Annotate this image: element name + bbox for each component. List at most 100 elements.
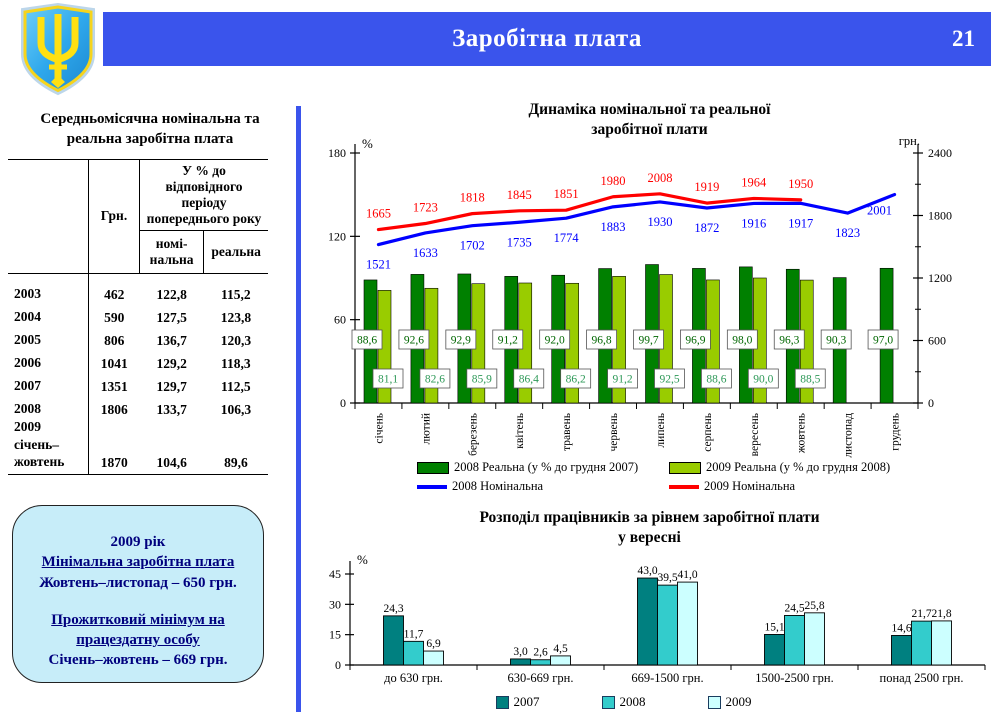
svg-text:травень: травень (561, 413, 573, 451)
svg-text:96,9: 96,9 (685, 335, 705, 347)
svg-text:2001: 2001 (867, 204, 892, 218)
svg-text:грн.: грн. (899, 136, 920, 148)
column-header-real: реальна (203, 230, 268, 274)
svg-text:1665: 1665 (366, 207, 391, 221)
legend-swatch-2009 (707, 695, 721, 709)
svg-text:1702: 1702 (460, 239, 485, 253)
svg-text:1823: 1823 (835, 226, 860, 240)
svg-text:3,0: 3,0 (513, 646, 528, 658)
info-line-subsistence-value: Січень–жовтень – 669 грн. (48, 652, 228, 669)
svg-text:1964: 1964 (741, 175, 767, 189)
legend-item-2008: 2008 (601, 694, 646, 710)
table-cell-value: 806 (104, 333, 125, 348)
svg-text:88,6: 88,6 (357, 335, 377, 347)
svg-text:25,8: 25,8 (804, 600, 824, 612)
table-cell-value: 123,8 (220, 310, 252, 325)
svg-text:43,0: 43,0 (637, 565, 657, 577)
svg-text:24,3: 24,3 (383, 603, 403, 615)
svg-text:120: 120 (328, 229, 346, 243)
legend-swatch-2009-real (669, 461, 701, 474)
svg-text:1916: 1916 (741, 216, 766, 230)
table-row: 2009 січень– жовтень 1870 104,6 89,6 (8, 418, 268, 475)
svg-text:92,6: 92,6 (404, 335, 424, 347)
legend-item-2007: 2007 (495, 694, 540, 710)
svg-text:1521: 1521 (366, 258, 391, 272)
svg-text:96,3: 96,3 (779, 335, 799, 347)
legend-swatch-2008-real (417, 461, 449, 474)
table-row: 2008 1806 133,7 106,3 (8, 395, 268, 418)
svg-text:24,5: 24,5 (784, 602, 804, 614)
legend-item-2008-real: 2008 Реальна (у % до грудня 2007) (417, 460, 669, 475)
table-cell-period: 2008 (8, 395, 89, 418)
table-cell-value: 89,6 (203, 418, 268, 475)
svg-text:92,5: 92,5 (659, 374, 679, 386)
svg-text:39,5: 39,5 (657, 572, 677, 584)
charts-panel: Динаміка номінальної та реальної заробіт… (305, 100, 994, 717)
svg-text:180: 180 (328, 146, 346, 160)
chart1-legend: 2008 Реальна (у % до грудня 2007) 2009 Р… (417, 460, 890, 494)
table-row: 2006 1041 129,2 118,3 (8, 349, 268, 372)
table-row: 2004 590 127,5 123,8 (8, 303, 268, 326)
svg-text:1735: 1735 (507, 235, 532, 249)
table-cell-period: 2007 (8, 372, 89, 395)
legend-label: 2009 Номінальна (704, 479, 796, 493)
column-header-grn: Грн. (88, 159, 140, 274)
svg-text:лютий: лютий (420, 413, 432, 445)
page-title: Заробітна плата (452, 25, 642, 52)
svg-text:1200: 1200 (928, 271, 952, 285)
column-header-nominal: номі- нальна (139, 230, 205, 274)
svg-text:листопад: листопад (843, 413, 855, 458)
svg-text:90,3: 90,3 (826, 335, 846, 347)
table-cell-value: 118,3 (221, 356, 251, 371)
svg-text:96,8: 96,8 (592, 335, 612, 347)
svg-text:2,6: 2,6 (533, 647, 548, 659)
wage-table: Грн. У % до відповідного періоду поперед… (8, 159, 268, 475)
svg-text:0: 0 (928, 396, 934, 410)
svg-text:1800: 1800 (928, 209, 952, 223)
legend-line-2009-nominal (669, 484, 699, 489)
svg-text:січень: січень (373, 413, 385, 444)
svg-text:березень: березень (467, 413, 479, 456)
table-cell-value: 120,3 (220, 333, 252, 348)
svg-text:91,2: 91,2 (613, 374, 633, 386)
table-row: 2003 462 122,8 115,2 (8, 273, 268, 303)
svg-text:2008: 2008 (647, 171, 672, 185)
svg-text:92,0: 92,0 (545, 335, 565, 347)
svg-text:1930: 1930 (647, 215, 672, 229)
svg-text:90,0: 90,0 (753, 374, 773, 386)
svg-text:85,9: 85,9 (472, 374, 492, 386)
table-cell-period: 2004 (8, 303, 89, 326)
legend-label: 2008 Реальна (у % до грудня 2007) (454, 460, 639, 474)
info-line-subsistence-title: Прожитковий мінімум на працездатну особу (51, 611, 225, 648)
svg-text:4,5: 4,5 (553, 643, 568, 655)
svg-text:669-1500 грн.: 669-1500 грн. (631, 671, 703, 685)
svg-text:600: 600 (928, 334, 946, 348)
table-row: 2005 806 136,7 120,3 (8, 326, 268, 349)
left-panel: Середньомісячна номінальна та реальна за… (6, 106, 294, 475)
table-cell-period: 2005 (8, 326, 89, 349)
table-cell-value: 115,2 (221, 287, 251, 302)
svg-text:1917: 1917 (788, 216, 813, 230)
info-line-year: 2009 рік (110, 534, 166, 550)
legend-swatch-2008 (601, 695, 615, 709)
svg-text:91,2: 91,2 (498, 335, 518, 347)
svg-text:0: 0 (335, 658, 341, 672)
chart2-title: Розподіл працівників за рівнем заробітно… (479, 509, 820, 547)
svg-text:92,9: 92,9 (451, 335, 471, 347)
svg-text:82,6: 82,6 (425, 374, 445, 386)
table-cell-value: 127,5 (156, 310, 187, 325)
table-cell-value: 106,3 (220, 402, 252, 417)
page-number: 21 (952, 26, 975, 51)
table-cell-value: 590 (104, 310, 125, 325)
table-cell-value: 104,6 (139, 418, 204, 475)
svg-text:630-669 грн.: 630-669 грн. (508, 671, 574, 685)
svg-text:11,7: 11,7 (404, 628, 424, 640)
legend-line-2008-nominal (417, 484, 447, 489)
table-title: Середньомісячна номінальна та реальна за… (40, 111, 260, 147)
table-cell-value: 136,7 (156, 333, 187, 348)
svg-text:21,7: 21,7 (911, 608, 931, 620)
table-cell-value: 129,2 (156, 356, 187, 371)
table-cell-value: 112,5 (221, 379, 251, 394)
table-cell-value: 1806 (100, 402, 128, 417)
